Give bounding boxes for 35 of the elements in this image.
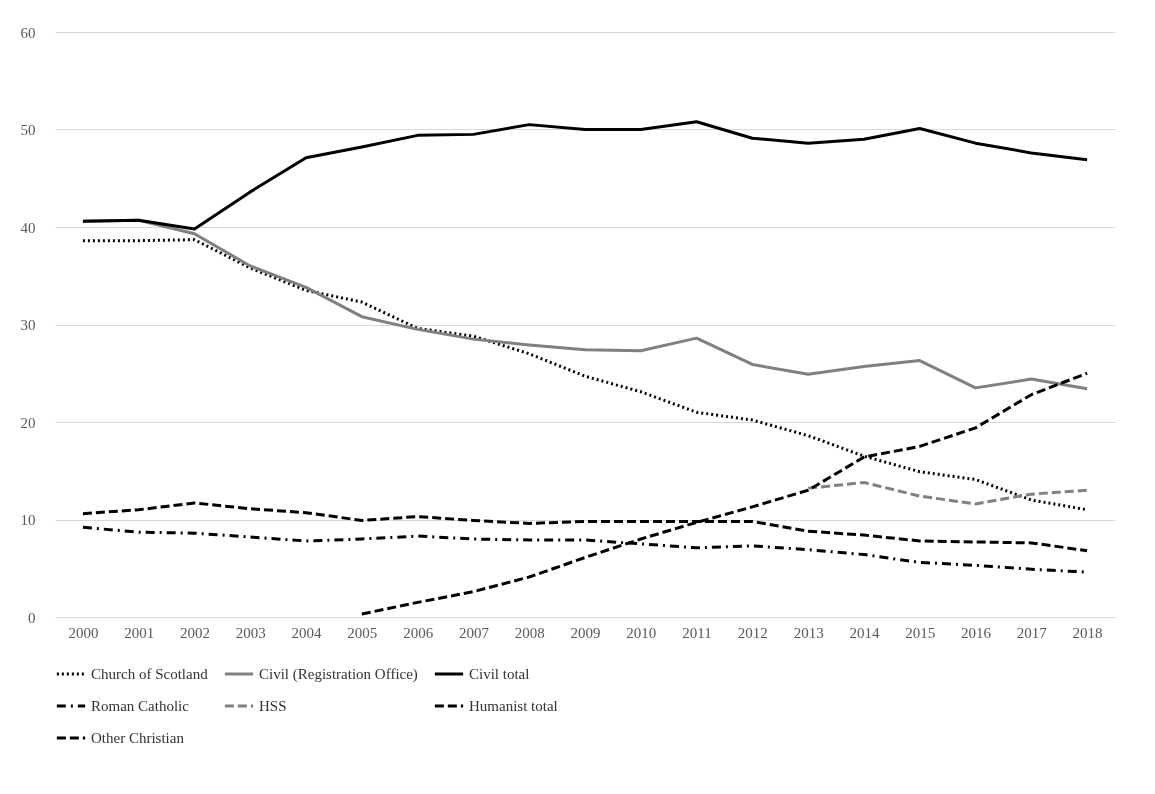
y-tick-label: 50 [20,122,36,138]
x-tick-label: 2007 [458,624,490,641]
y-tick-label: 30 [20,317,36,333]
x-tick-label: 2012 [737,624,768,641]
legend-label: Other Christian [91,730,185,746]
legend-label: Humanist total [469,698,558,714]
x-tick-label: 2017 [1016,624,1048,641]
x-tick-label: 2010 [626,624,657,641]
x-tick-label: 2000 [68,624,99,641]
x-tick-label: 2011 [682,624,712,641]
line-series [81,120,1089,231]
y-tick-label: 10 [20,512,36,528]
legend-label: Roman Catholic [91,698,190,714]
legend-label: Civil (Registration Office) [259,666,418,683]
x-tick-label: 2014 [849,624,880,641]
x-tick-label: 2001 [124,624,155,641]
legend-label: Civil total [469,666,530,682]
line-series [806,480,1089,506]
x-tick-label: 2003 [235,624,266,641]
x-tick-label: 2018 [1072,624,1103,641]
y-tick-label: 40 [20,219,36,236]
y-tick-label: 20 [20,414,36,431]
x-tick-label: 2016 [961,624,992,641]
x-tick-label: 2005 [347,624,378,641]
x-tick-label: 2004 [291,624,323,641]
legend-label: HSS [259,698,287,714]
y-tick-label: 0 [28,609,36,626]
x-tick-label: 2015 [905,624,936,641]
x-tick-label: 2006 [403,624,434,641]
x-tick-label: 2009 [570,624,601,641]
x-tick-label: 2008 [514,624,545,641]
legend-label: Church of Scotland [91,666,209,682]
y-tick-label: 60 [20,24,36,41]
x-tick-label: 2013 [793,624,824,641]
x-tick-label: 2002 [179,624,210,641]
